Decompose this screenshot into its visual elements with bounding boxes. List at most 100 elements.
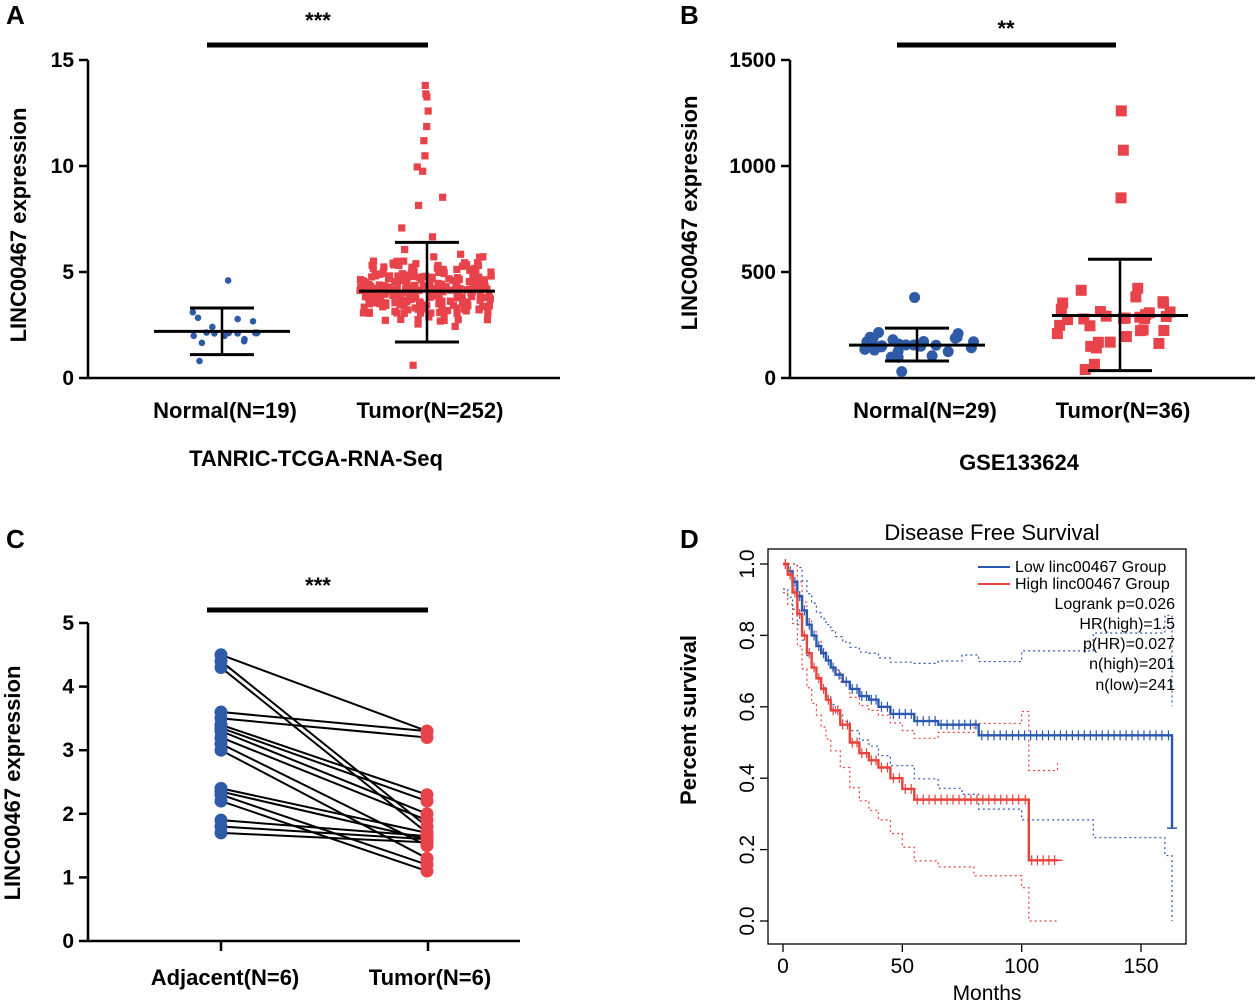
a-point	[393, 282, 401, 290]
b-point	[1115, 192, 1127, 204]
panel-d: D Disease Free Survival 0 50 100 150 0.0 0.2 0…	[676, 520, 1187, 1004]
a-point	[484, 309, 492, 317]
b-point	[1117, 312, 1129, 324]
panel-c: C 0 1 2 3 4 5 *** Adjacent(N=6) Tumor(N=6) LI…	[0, 524, 520, 990]
a-point	[434, 261, 442, 270]
a-point	[361, 280, 369, 288]
c-adjacent-point	[214, 794, 228, 808]
b-point	[1094, 306, 1106, 318]
a-point	[409, 272, 417, 280]
c-pair-line	[220, 819, 428, 838]
a-point	[369, 264, 377, 273]
a-point	[475, 253, 484, 261]
a-point	[209, 323, 216, 331]
d-n-high: n(high)=201	[1089, 656, 1175, 673]
a-point	[438, 285, 446, 294]
panel-a-letter: A	[6, 0, 25, 30]
a-point	[442, 283, 450, 291]
b-point	[1075, 284, 1087, 296]
b-point	[875, 341, 887, 353]
a-point	[421, 81, 429, 90]
a-point	[404, 284, 412, 292]
a-point	[375, 281, 383, 289]
a-point	[453, 309, 461, 317]
a-point	[369, 257, 378, 265]
c-adjacent-point	[214, 743, 228, 757]
c-ylabel: LINC00467 expression	[0, 666, 25, 901]
a-point	[449, 276, 457, 284]
d-xtick-label: 0	[777, 955, 789, 978]
a-point	[412, 260, 420, 268]
a-point	[393, 309, 401, 317]
a-point	[397, 315, 405, 323]
a-point	[458, 293, 466, 301]
a-point	[400, 302, 408, 310]
a-point	[465, 277, 473, 286]
c-tumor-point	[420, 730, 434, 744]
a-point	[408, 268, 416, 276]
a-point	[404, 306, 412, 314]
a-ylabel: LINC00467 expression	[6, 108, 31, 343]
a-point	[476, 296, 484, 304]
a-point	[365, 309, 373, 317]
c-tumor-point	[420, 813, 434, 827]
c-ytick-label: 2	[62, 803, 74, 826]
a-point	[406, 289, 414, 298]
b-point	[1079, 364, 1091, 376]
b-point	[1051, 328, 1063, 340]
a-point	[360, 303, 368, 311]
a-point	[398, 224, 406, 232]
a-point	[445, 275, 453, 283]
a-point	[400, 257, 408, 265]
b-point	[1057, 297, 1069, 309]
a-point	[365, 295, 373, 303]
b-point	[1054, 319, 1066, 331]
a-point	[224, 277, 232, 284]
d-high-ci-lower	[783, 591, 1058, 922]
a-point	[475, 306, 483, 314]
a-point	[423, 122, 431, 131]
panel-b: B 0 500 1000 1500 ** Normal(N=29) Tumor(N=3…	[677, 0, 1255, 475]
a-point	[396, 301, 404, 309]
b-point	[896, 366, 908, 378]
d-low-curve	[783, 562, 1174, 829]
b-point	[1134, 325, 1146, 337]
a-point	[481, 293, 489, 302]
a-point	[434, 284, 442, 292]
a-significance: ***	[305, 8, 331, 33]
d-ytick-label: 0.2	[736, 835, 759, 864]
d-xtick-label: 50	[891, 955, 914, 978]
a-point	[372, 299, 380, 307]
a-point	[379, 268, 387, 276]
a-point	[454, 274, 462, 282]
a-point	[356, 276, 365, 284]
a-point	[469, 278, 477, 286]
a-point	[421, 152, 429, 160]
a-point	[359, 309, 368, 317]
d-hr: HR(high)=1.5	[1079, 616, 1175, 633]
d-xlabel: Months	[953, 982, 1022, 1004]
a-point	[404, 271, 412, 279]
a-point	[364, 285, 372, 293]
a-point	[468, 292, 476, 301]
b-category-tumor: Tumor(N=36)	[1056, 398, 1191, 423]
a-point	[453, 304, 461, 312]
a-point	[430, 253, 438, 261]
a-point	[452, 282, 460, 290]
a-point	[401, 245, 409, 254]
a-point	[189, 308, 197, 316]
c-pair-line	[220, 793, 428, 866]
b-ytick-label: 1500	[729, 49, 776, 72]
b-point	[909, 291, 921, 303]
a-point	[471, 284, 479, 292]
a-point	[390, 261, 398, 269]
a-point	[389, 291, 397, 300]
a-point	[473, 259, 482, 267]
a-point	[424, 107, 432, 115]
c-pair-line	[220, 825, 428, 841]
c-pair-line	[220, 787, 428, 834]
a-point	[395, 261, 403, 270]
d-ytick-label: 0.0	[736, 906, 759, 935]
a-point	[414, 320, 422, 328]
a-point	[419, 167, 427, 175]
